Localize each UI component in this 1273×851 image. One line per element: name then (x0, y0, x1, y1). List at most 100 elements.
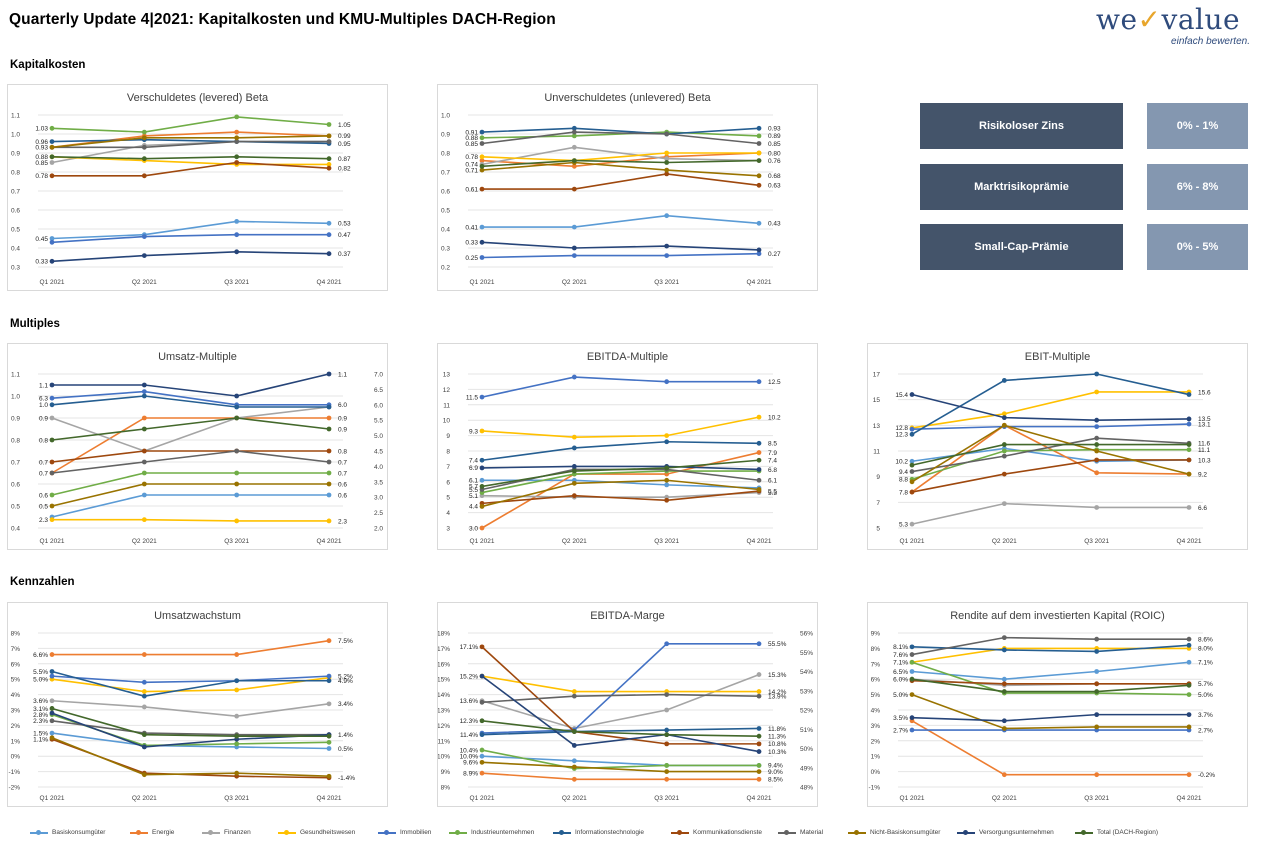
y2-tick-label: 6.5 (374, 387, 383, 394)
data-point-industrieunternehmen (234, 741, 240, 747)
series-line-basiskonsumg-ter (911, 661, 1190, 681)
data-point-total-dach-region (49, 154, 55, 160)
y2-tick-label: 4.5 (374, 449, 383, 456)
data-label-end: 3.7% (1198, 712, 1213, 719)
data-point-informationstechnologie (1186, 642, 1192, 648)
y-tick-label: 0.3 (441, 246, 450, 253)
y-tick-label: 1.1 (11, 372, 20, 379)
data-point-nicht-basiskonsumg-ter (49, 144, 55, 150)
data-point-material (909, 469, 915, 474)
series-line-basiskonsumg-ter (51, 494, 329, 518)
y-tick-label: 10% (438, 754, 450, 761)
y-tick-label: 15 (873, 397, 881, 404)
data-label-start: 7.1% (893, 660, 908, 667)
data-label-end: 8.0% (1198, 646, 1213, 653)
y-tick-label: 1.0 (11, 132, 20, 139)
data-label-start: 1.0 (39, 402, 48, 409)
data-point-nicht-basiskonsumg-ter (909, 479, 915, 485)
x-tick-label: Q2 2021 (132, 538, 157, 545)
data-point-material (1001, 453, 1007, 459)
series-line-total-dach-region (481, 459, 760, 488)
data-point-energie (326, 638, 332, 644)
y2-tick-label: 51% (800, 727, 813, 734)
y-tick-label: 1% (871, 754, 881, 761)
data-point-versorgungsunternehmen (1186, 416, 1192, 422)
data-point-nicht-basiskonsumg-ter (1001, 726, 1007, 731)
data-label-start: 9.6% (463, 760, 478, 767)
data-point-gesundheitswesen (756, 689, 762, 694)
data-label-start: 5.7 (469, 484, 478, 491)
y-tick-label: 0.5 (11, 504, 20, 511)
chart-umsatz-multiple: Umsatz-Multiple 0.4 0.5 0.6 0.7 0.8 0.9 1.0 1.1… (7, 343, 388, 550)
data-label-end: 13.9% (768, 693, 787, 700)
data-label-start: 2.3% (33, 718, 48, 725)
data-point-nicht-basiskonsumg-ter (909, 692, 915, 697)
data-point-nicht-basiskonsumg-ter (479, 504, 485, 509)
data-point-informationstechnologie (479, 129, 485, 135)
series-line-finanzen (51, 699, 330, 717)
y-tick-label: -1% (868, 785, 880, 792)
data-point-energie (756, 450, 762, 455)
data-point-gesundheitswesen (326, 518, 332, 524)
y-tick-label: 12 (443, 387, 451, 394)
data-point-immobilien (141, 234, 147, 240)
chart-plot-ebit: 5 7 9 11 13 15 17 Q1 2021 Q2 2021 Q3 2021 Q4 2021 1… (873, 372, 1211, 546)
data-point-material (234, 139, 240, 144)
data-point-versorgungsunternehmen (141, 744, 147, 750)
series-line-material (911, 437, 1190, 473)
series-line-versorgungsunternehmen (481, 465, 760, 471)
data-point-informationstechnologie (326, 678, 332, 684)
y2-tick-label: 5.5 (374, 418, 383, 425)
data-label-start: 7.8 (899, 489, 908, 496)
data-label-start: 0.45 (35, 236, 48, 243)
chart-title: EBIT-Multiple (1024, 351, 1091, 363)
data-point-nicht-basiskonsumg-ter (1001, 422, 1007, 428)
data-point-kommunikationsdienste (1094, 681, 1100, 687)
series-line-informationstechnologie (911, 644, 1190, 653)
data-point-informationstechnologie (49, 669, 55, 674)
series-line-material (51, 719, 329, 736)
data-label-end: 0.8 (338, 448, 347, 455)
y-tick-label: 15% (438, 677, 450, 684)
data-label-end: 5.0% (1198, 692, 1213, 699)
data-point-total-dach-region (571, 729, 577, 734)
y-tick-label: 18% (438, 631, 450, 638)
y2-tick-label: 3.0 (374, 495, 383, 502)
y-tick-label: 4% (871, 708, 881, 715)
data-point-total-dach-region (479, 718, 485, 724)
data-point-kommunikationsdienste (1186, 457, 1192, 463)
data-point-total-dach-region (571, 468, 577, 474)
data-point-basiskonsumg-ter (234, 492, 240, 498)
y-tick-label: 11% (438, 738, 450, 745)
data-label-start: 0.85 (35, 160, 48, 167)
section-heading-kennzahlen: Kennzahlen (10, 576, 75, 588)
data-point-informationstechnologie (664, 727, 670, 733)
data-label-end: 5.2% (338, 673, 353, 680)
y-tick-label: 5% (11, 677, 21, 684)
data-label-start: 15.4 (895, 392, 908, 399)
data-point-basiskonsumg-ter (756, 220, 762, 226)
data-point-industrieunternehmen (49, 125, 55, 131)
data-label-end: 11.1 (1198, 447, 1211, 454)
data-point-versorgungsunternehmen (571, 464, 577, 469)
data-point-gesundheitswesen (234, 518, 240, 524)
data-point-total-dach-region (326, 156, 332, 162)
data-point-nicht-basiskonsumg-ter (234, 770, 240, 776)
data-point-immobilien (756, 641, 762, 647)
data-point-nicht-basiskonsumg-ter (479, 167, 485, 173)
x-tick-label: Q1 2021 (40, 538, 65, 545)
data-point-material (479, 699, 485, 705)
data-label-end: 6.0 (338, 402, 347, 409)
series-line-finanzen (51, 406, 330, 452)
y2-tick-label: 49% (800, 765, 813, 772)
data-point-informationstechnologie (141, 693, 147, 699)
x-tick-label: Q4 2021 (1177, 795, 1202, 802)
data-point-gesundheitswesen (141, 689, 147, 694)
data-point-kommunikationsdienste (756, 741, 762, 747)
data-point-versorgungsunternehmen (234, 249, 240, 255)
data-point-gesundheitswesen (141, 517, 147, 523)
data-label-start: 2.7% (893, 727, 908, 734)
data-point-informationstechnologie (1001, 378, 1007, 383)
series-line-versorgungsunternehmen (911, 393, 1190, 422)
data-point-informationstechnologie (326, 404, 332, 410)
